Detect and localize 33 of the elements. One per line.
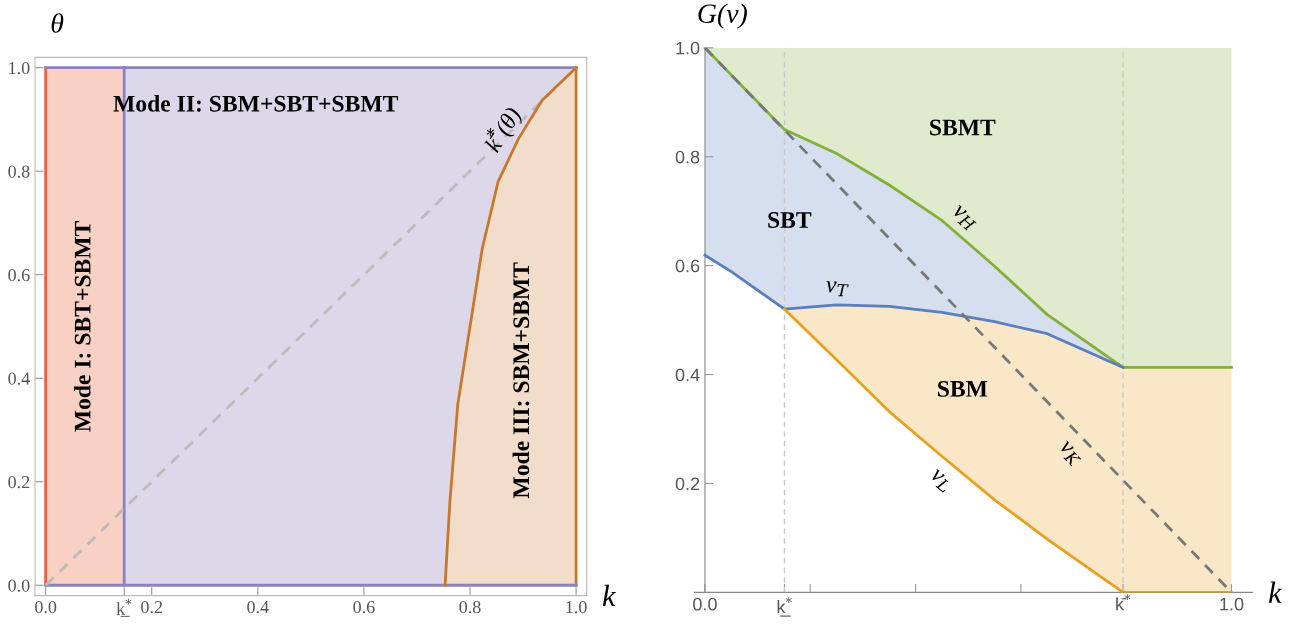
annotation: Mode I: SBT+SBMT [73,221,91,432]
x-tick-label: 0.6 [353,600,375,614]
y-tick-label: 1.0 [9,61,30,75]
x-tick-label: 0.8 [459,600,481,614]
y-tick-label: 0.8 [675,150,700,164]
y-tick-label: 0.6 [675,259,700,273]
x-axis-title: k [602,584,616,607]
y-tick-label: 0.4 [675,368,700,382]
y-tick-label: 0.2 [8,475,30,489]
x-tick-label: 0.4 [247,600,269,614]
text: k̄$^{*}$(θ) [479,103,526,156]
text: v$_{L}$ [927,468,953,493]
x-tick-label: 0.2 [141,600,163,614]
y-tick-label: 1.0 [676,41,700,55]
annotation: SBM [938,380,988,397]
x-tick-label: k̲$^{*}$ [777,597,792,617]
y-axis-title: G(v) [698,3,747,29]
x-tick-label: k̲$^{*}$ [116,598,132,617]
annotation: Mode III: SBM+SBMT [512,262,530,499]
x-axis-title: k [1268,581,1283,603]
y-tick-label: 0.8 [8,165,30,178]
y-tick-label: 0.0 [8,579,30,592]
y-tick-label: 0.6 [8,268,30,282]
x-tick-label: 0.0 [35,600,57,614]
y-tick-label: 0.4 [8,372,30,385]
y-axis-title: θ [51,13,64,33]
x-tick-label: k̄$^{*}$ [1116,594,1131,611]
text: v$_{K}$ [1056,440,1084,468]
annotation: Mode II: SBM+SBT+SBMT [113,95,399,112]
x-tick-label: 1.0 [1220,597,1244,611]
x-tick-label: 1.0 [566,600,587,614]
x-tick-label: 0.0 [693,597,717,611]
y-tick-label: 0.2 [675,477,700,491]
